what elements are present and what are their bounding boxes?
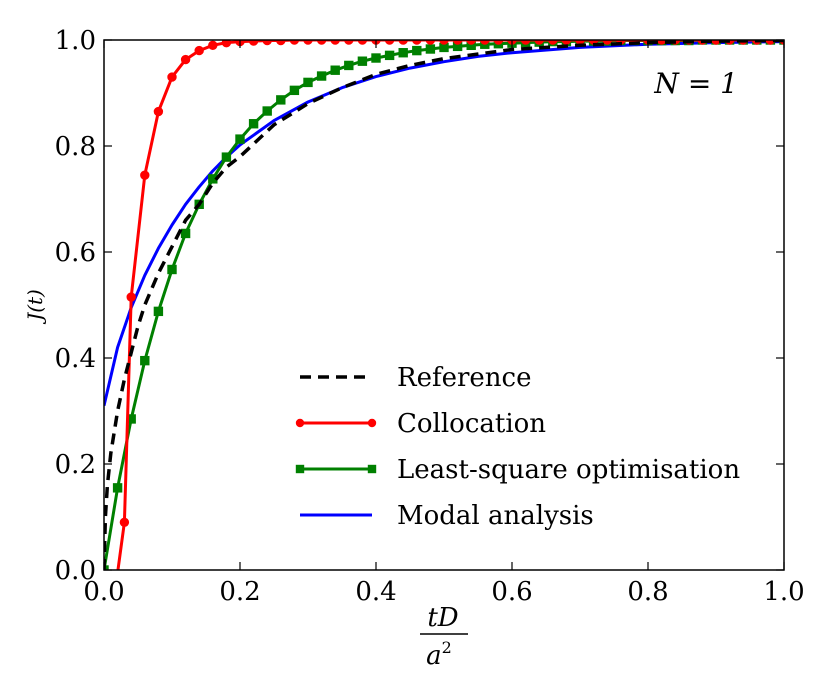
y-axis-label: J(t) [23,289,47,325]
data-point-collocation [548,40,558,45]
data-point-collocation [520,40,531,45]
data-point-collocation [466,40,476,45]
legend-label-reference: Reference [397,363,531,393]
x-axis-label-numerator: tD [427,603,458,633]
y-tick-label: 0.6 [55,238,96,268]
legend-marker-least-square-optimisation [367,464,377,474]
x-tick-label: 0.0 [83,577,124,607]
data-point-least-square-optimisation [167,264,177,275]
annotation-n: N = 1 [653,67,738,100]
x-tick-label: 0.6 [491,577,532,607]
legend-label-least-square-optimisation: Least-square optimisation [397,455,740,485]
data-point-collocation [289,40,300,45]
data-point-least-square-optimisation [289,85,300,96]
x-axis-label-denominator: a2 [426,638,452,671]
data-point-collocation [303,40,313,45]
data-point-least-square-optimisation [398,48,408,58]
y-tick-label: 0.8 [55,132,96,162]
data-point-collocation [167,72,177,82]
x-tick-label: 0.2 [219,577,260,607]
legend-marker-collocation [295,418,305,428]
x-tick-label: 1.0 [763,577,804,607]
data-point-collocation [656,40,667,45]
data-point-least-square-optimisation [357,56,368,66]
data-point-least-square-optimisation [140,355,150,366]
data-point-collocation [208,40,218,50]
y-tick-label: 1.0 [55,26,96,56]
y-tick-label: 0.2 [55,450,96,480]
data-point-collocation [316,40,327,45]
data-point-least-square-optimisation [153,306,164,317]
data-point-least-square-optimisation [235,134,245,144]
data-point-least-square-optimisation [371,53,381,63]
data-point-collocation [534,40,544,45]
data-point-collocation [330,40,340,45]
data-point-least-square-optimisation [316,71,327,81]
plot-area [104,40,784,570]
data-point-collocation [493,40,504,45]
data-point-least-square-optimisation [180,228,191,239]
data-point-least-square-optimisation [330,65,340,75]
data-point-collocation [140,170,150,180]
data-point-collocation [561,40,572,45]
data-point-collocation [384,40,395,45]
data-point-collocation [221,40,232,48]
series-line-modal-analysis [104,40,784,407]
data-point-collocation [711,40,721,45]
data-point-collocation [126,292,136,302]
x-tick-label: 0.4 [355,577,396,607]
data-point-collocation [765,40,776,45]
data-point-collocation [602,40,612,45]
plot-frame [103,39,785,571]
data-point-collocation [153,106,164,117]
y-tick-label: 0.4 [55,344,96,374]
x-tick-label: 0.8 [627,577,668,607]
data-point-least-square-optimisation [221,152,232,162]
data-point-least-square-optimisation [412,45,422,56]
data-point-collocation [412,40,422,45]
data-point-collocation [344,40,354,45]
legend: Reference Collocation Least-square optimis… [295,363,740,531]
x-axis-label: tD a2 [420,603,468,671]
data-point-least-square-optimisation [248,119,259,129]
data-point-least-square-optimisation [344,60,354,71]
data-point-least-square-optimisation [384,50,395,61]
data-point-collocation [398,40,408,45]
data-point-least-square-optimisation [276,95,286,105]
series-line-reference [104,40,784,570]
legend-marker-least-square-optimisation [295,464,305,474]
data-point-collocation [425,40,436,45]
data-point-least-square-optimisation [112,483,123,493]
data-point-collocation [357,40,368,45]
data-point-collocation [452,40,463,45]
data-point-collocation [180,54,191,65]
data-point-collocation [480,40,490,45]
data-point-collocation [119,517,130,527]
data-point-least-square-optimisation [425,44,436,54]
legend-label-collocation: Collocation [397,409,546,439]
data-point-collocation [194,45,204,56]
data-point-collocation [248,40,259,46]
data-point-collocation [439,40,449,45]
legend-marker-collocation [367,418,377,428]
data-point-least-square-optimisation [262,106,272,116]
legend-label-modal-analysis: Modal analysis [397,501,594,531]
y-tick-label: 0.0 [55,556,96,586]
data-point-least-square-optimisation [303,77,313,88]
